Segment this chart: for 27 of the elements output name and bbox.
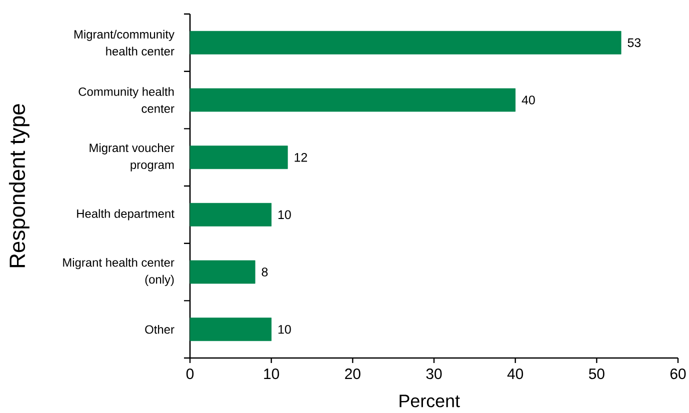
y-tick-label: Migrant voucher program <box>90 143 174 172</box>
data-label: 12 <box>294 153 308 162</box>
data-label: 8 <box>262 268 268 276</box>
y-tick-label: Other <box>145 324 174 334</box>
bar <box>190 260 256 284</box>
x-tick-label: 0 <box>186 368 194 380</box>
bar <box>190 30 622 54</box>
x-axis-title: Percent <box>400 394 460 408</box>
bar <box>190 202 272 226</box>
bar <box>190 318 272 342</box>
data-label: 40 <box>522 96 535 104</box>
y-axis-title: Respondent type <box>8 104 30 268</box>
data-label: 10 <box>278 324 291 334</box>
x-tick-label: 20 <box>345 368 360 380</box>
bar <box>190 146 288 170</box>
x-tick-label: 60 <box>670 368 686 380</box>
y-tick-label: Health department <box>77 209 174 220</box>
y-tick-label: Migrant/community health center <box>74 30 174 56</box>
x-tick-label: 10 <box>264 368 280 380</box>
x-tick-label: 40 <box>507 368 524 380</box>
bar <box>190 88 516 112</box>
data-label: 10 <box>278 210 291 220</box>
x-tick-label: 50 <box>588 368 604 380</box>
y-tick-label: Migrant health center (only) <box>63 258 174 286</box>
data-label: 53 <box>628 38 641 48</box>
y-tick-label: Community health center <box>78 87 174 113</box>
x-tick-label: 30 <box>426 368 442 380</box>
